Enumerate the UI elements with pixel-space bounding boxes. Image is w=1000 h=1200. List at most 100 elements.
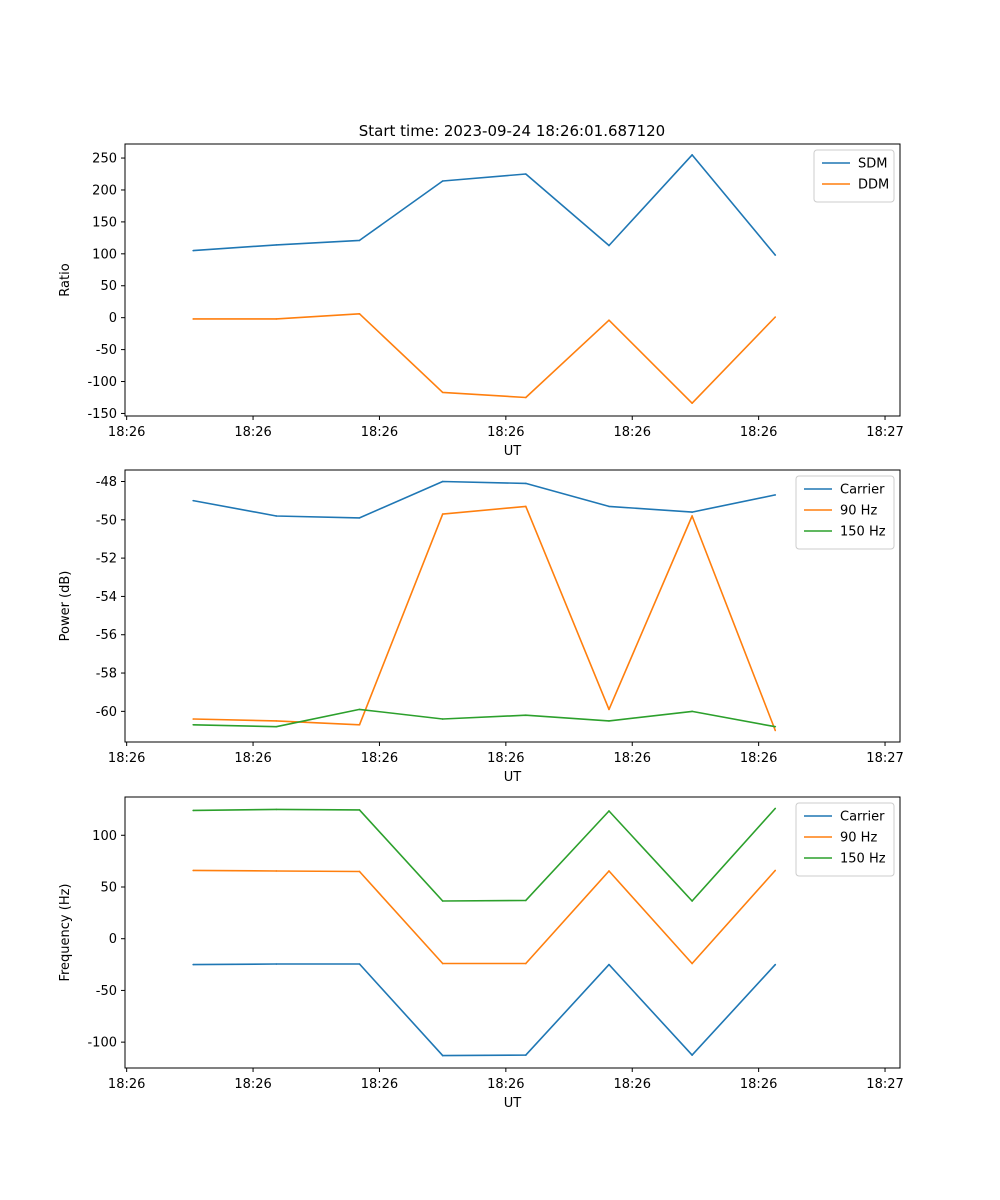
legend-label: SDM [858,157,887,172]
x-tick-label: 18:27 [866,1077,903,1092]
series-line-150-hz [193,708,776,728]
data-point-carrier [691,1054,693,1056]
data-point-150-hz [525,714,527,716]
plot-frame [124,143,901,417]
data-point-ddm [525,396,527,399]
x-axis-label: UT [504,1096,522,1111]
data-point-90-hz [441,513,444,515]
data-point-carrier [358,517,361,519]
y-tick-label: -100 [87,375,117,390]
y-tick-label: -150 [87,407,117,422]
y-tick-label: -60 [96,705,117,720]
y-tick-label: -50 [96,984,117,999]
legend-label: 90 Hz [840,504,877,519]
y-tick-label: -50 [96,513,117,528]
data-point-150-hz [691,710,693,713]
y-tick-label: -52 [96,552,117,567]
data-point-carrier [192,499,194,502]
data-point-90-hz [608,708,610,711]
data-point-carrier [774,963,777,966]
data-point-carrier [358,963,361,965]
data-point-90-hz [691,962,693,965]
data-point-carrier [525,482,527,485]
x-tick-label: 18:26 [740,1077,777,1092]
data-point-carrier [441,480,444,483]
data-point-carrier [275,515,278,517]
data-point-sdm [608,244,610,247]
data-point-sdm [192,249,194,252]
x-tick-label: 18:26 [361,425,398,440]
data-point-150-hz [525,899,527,902]
data-point-150-hz [441,900,444,902]
data-point-90-hz [275,870,278,872]
x-tick-label: 18:26 [361,1077,398,1092]
series-line-ddm [193,312,776,405]
legend-label: 150 Hz [840,852,886,867]
data-point-150-hz [358,708,361,711]
x-tick-label: 18:26 [108,751,145,766]
data-point-sdm [358,239,361,242]
x-tick-label: 18:26 [234,425,271,440]
y-axis-label: Ratio [58,263,73,296]
y-tick-label: -50 [96,343,117,358]
x-tick-label: 18:26 [487,751,524,766]
data-point-150-hz [275,808,278,811]
data-point-sdm [275,244,278,246]
data-point-150-hz [608,810,610,812]
legend-label: 90 Hz [840,831,877,846]
data-point-90-hz [525,962,527,965]
data-point-150-hz [774,807,777,810]
data-point-carrier [192,963,194,966]
y-tick-label: -54 [96,590,117,605]
y-tick-label: 200 [92,183,117,198]
x-tick-label: 18:26 [614,1077,651,1092]
x-tick-label: 18:26 [108,1077,145,1092]
data-point-150-hz [691,900,693,902]
data-point-90-hz [275,720,278,722]
x-tick-label: 18:26 [740,425,777,440]
series-line-carrier [193,963,776,1057]
plot-frame [124,469,901,743]
data-point-ddm [691,402,693,405]
data-point-sdm [441,180,444,182]
y-tick-label: 0 [109,932,117,947]
data-point-150-hz [358,809,361,811]
y-axis-label: Power (dB) [58,571,73,642]
series-line-carrier [193,480,776,519]
figure-title: Start time: 2023-09-24 18:26:01.687120 [359,122,665,140]
ratio-panel: 18:26 18:26 18:26 18:26 18:26 18:26 18:27 -150 -… [58,143,904,459]
x-tick-label: 18:26 [487,425,524,440]
data-point-150-hz [774,725,777,728]
x-tick-label: 18:27 [866,425,903,440]
data-point-150-hz [275,725,278,728]
series-line-90-hz [193,505,777,731]
data-point-90-hz [608,870,610,872]
x-tick-label: 18:26 [487,1077,524,1092]
data-point-carrier [608,505,610,508]
x-axis-label: UT [504,770,522,785]
y-tick-label: 100 [92,829,117,844]
legend-label: DDM [858,178,889,193]
series-line-150-hz [193,807,776,902]
y-tick-label: -56 [96,628,117,643]
y-tick-label: 100 [92,247,117,262]
y-tick-label: -58 [96,667,117,682]
power-panel: 18:26 18:26 18:26 18:26 18:26 18:26 18:27 -60 -5… [58,469,904,785]
data-point-ddm [358,313,361,315]
legend-label: 150 Hz [840,525,886,540]
data-point-90-hz [525,505,527,508]
x-axis-label: UT [504,444,522,459]
data-point-ddm [774,316,777,318]
data-point-150-hz [192,723,194,726]
data-point-90-hz [358,723,361,726]
x-tick-label: 18:26 [740,751,777,766]
legend-label: Carrier [840,483,885,498]
data-point-ddm [441,391,444,394]
x-tick-label: 18:26 [108,425,145,440]
data-point-ddm [192,318,194,320]
legend-label: Carrier [840,810,885,825]
data-point-ddm [608,319,610,322]
y-tick-label: 150 [92,215,117,230]
data-point-90-hz [192,718,194,720]
plot-frame [124,796,901,1069]
